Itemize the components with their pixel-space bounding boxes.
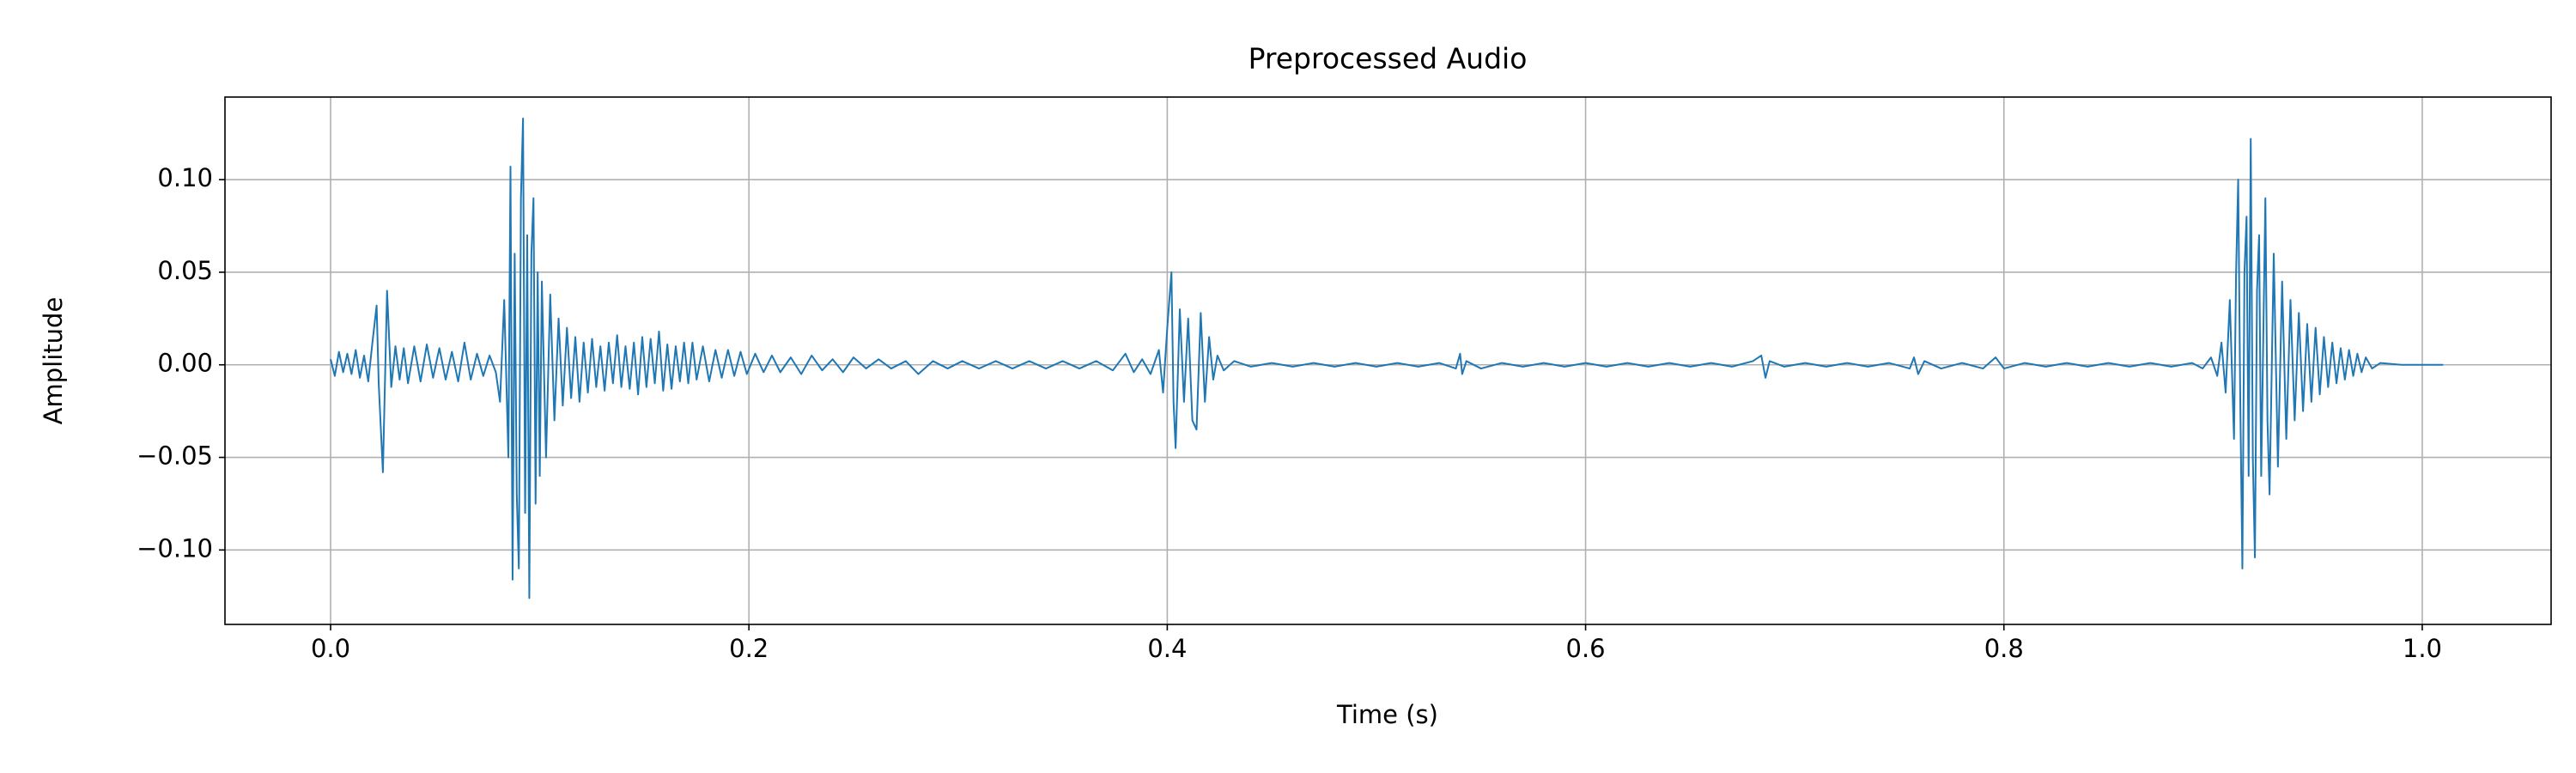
x-tick-label: 0.4 bbox=[1147, 634, 1187, 663]
y-tick-label: −0.10 bbox=[137, 533, 213, 563]
x-tick-label: 0.6 bbox=[1566, 634, 1606, 663]
x-tick-label: 1.0 bbox=[2403, 634, 2442, 663]
x-tick-label: 0.2 bbox=[729, 634, 769, 663]
y-tick-label: 0.05 bbox=[157, 256, 213, 285]
y-tick-label: 0.10 bbox=[157, 163, 213, 192]
y-tick-label: −0.05 bbox=[137, 441, 213, 471]
y-tick-label: 0.00 bbox=[157, 349, 213, 378]
x-tick-label: 0.0 bbox=[311, 634, 350, 663]
chart-title: Preprocessed Audio bbox=[1249, 42, 1528, 76]
y-axis-label: Amplitude bbox=[39, 297, 68, 425]
waveform-line bbox=[330, 118, 2444, 600]
x-tick-label: 0.8 bbox=[1984, 634, 2024, 663]
plot-frame bbox=[224, 96, 2552, 625]
x-axis-label: Time (s) bbox=[1336, 700, 1438, 729]
